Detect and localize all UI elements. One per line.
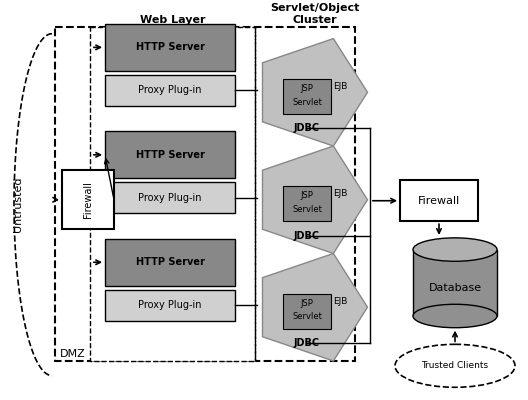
Text: Servlet: Servlet bbox=[292, 312, 322, 322]
Bar bbox=[400, 180, 478, 221]
Bar bbox=[105, 131, 235, 178]
Bar bbox=[283, 186, 331, 221]
Text: JSP: JSP bbox=[300, 84, 314, 93]
Text: EJB: EJB bbox=[333, 82, 347, 91]
Bar bbox=[283, 79, 331, 114]
Text: DMZ: DMZ bbox=[60, 349, 86, 359]
Text: Proxy Plug-in: Proxy Plug-in bbox=[138, 193, 202, 203]
Bar bbox=[105, 75, 235, 106]
Text: Servlet: Servlet bbox=[292, 205, 322, 214]
Bar bbox=[105, 182, 235, 214]
Text: Firewall: Firewall bbox=[418, 196, 460, 206]
Text: Proxy Plug-in: Proxy Plug-in bbox=[138, 85, 202, 95]
Text: EJB: EJB bbox=[333, 297, 347, 306]
Text: JSP: JSP bbox=[300, 191, 314, 200]
Ellipse shape bbox=[395, 344, 515, 387]
Text: Proxy Plug-in: Proxy Plug-in bbox=[138, 300, 202, 310]
Text: Untrusted: Untrusted bbox=[13, 177, 23, 232]
Text: HTTP Server: HTTP Server bbox=[136, 257, 204, 267]
Bar bbox=[105, 290, 235, 321]
Polygon shape bbox=[262, 38, 367, 146]
Polygon shape bbox=[262, 254, 367, 361]
Text: Trusted Clients: Trusted Clients bbox=[421, 361, 488, 370]
Bar bbox=[90, 27, 255, 361]
Bar bbox=[283, 294, 331, 329]
Ellipse shape bbox=[413, 304, 497, 328]
Bar bbox=[62, 170, 114, 229]
Text: Web Layer: Web Layer bbox=[140, 15, 205, 25]
Bar bbox=[105, 239, 235, 286]
Text: JDBC: JDBC bbox=[294, 231, 320, 241]
Text: JDBC: JDBC bbox=[294, 338, 320, 348]
Text: JDBC: JDBC bbox=[294, 124, 320, 134]
Text: Firewall: Firewall bbox=[83, 181, 93, 218]
Bar bbox=[413, 250, 497, 316]
Text: Servlet: Servlet bbox=[292, 98, 322, 106]
Ellipse shape bbox=[413, 238, 497, 261]
Text: Servlet/Object
Cluster: Servlet/Object Cluster bbox=[270, 3, 360, 25]
Text: HTTP Server: HTTP Server bbox=[136, 150, 204, 160]
Text: EJB: EJB bbox=[333, 189, 347, 198]
Bar bbox=[105, 24, 235, 71]
Bar bbox=[55, 27, 355, 361]
Polygon shape bbox=[262, 146, 367, 254]
Text: HTTP Server: HTTP Server bbox=[136, 42, 204, 52]
Text: Database: Database bbox=[428, 283, 482, 293]
Text: JSP: JSP bbox=[300, 299, 314, 308]
